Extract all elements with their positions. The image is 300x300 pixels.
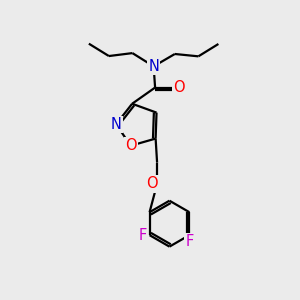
Text: O: O — [125, 138, 136, 153]
Text: F: F — [139, 228, 147, 243]
Text: F: F — [185, 234, 194, 249]
Text: N: N — [111, 117, 122, 132]
Text: O: O — [173, 80, 185, 95]
Text: O: O — [146, 176, 158, 191]
Text: N: N — [148, 59, 159, 74]
